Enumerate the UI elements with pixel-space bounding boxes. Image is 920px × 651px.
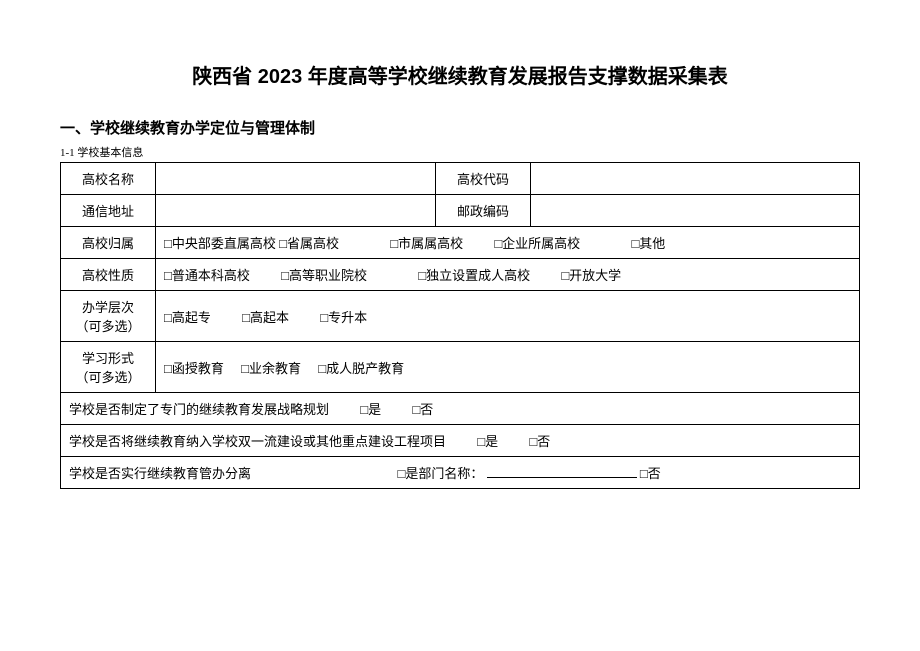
label-mode-l2: （可多选）: [69, 367, 147, 386]
opt-lvl-b[interactable]: □高起本: [242, 310, 289, 325]
opt-aff-a[interactable]: □中央部委直属高校: [164, 236, 276, 251]
opts-affiliation[interactable]: □中央部委直属高校 □省属高校 □市属属高校 □企业所属高校 □其他: [156, 227, 860, 259]
opt-aff-b[interactable]: □省属高校: [279, 236, 339, 251]
opt-mode-b[interactable]: □业余教育: [241, 361, 301, 376]
opt-aff-d[interactable]: □企业所属高校: [494, 236, 580, 251]
label-level-l1: 办学层次: [69, 297, 147, 316]
cell-q3[interactable]: 学校是否实行继续教育管办分离 □是部门名称： □否: [61, 457, 860, 489]
label-school-name: 高校名称: [61, 163, 156, 195]
q2-yes[interactable]: □是: [477, 434, 498, 449]
q3-no[interactable]: □否: [640, 466, 661, 481]
label-level-l2: （可多选）: [69, 316, 147, 335]
opt-lvl-a[interactable]: □高起专: [164, 310, 211, 325]
row-name-code: 高校名称 高校代码: [61, 163, 860, 195]
opts-mode[interactable]: □函授教育 □业余教育 □成人脱产教育: [156, 342, 860, 393]
page-title: 陕西省 2023 年度高等学校继续教育发展报告支撑数据采集表: [60, 60, 860, 89]
row-q2: 学校是否将继续教育纳入学校双一流建设或其他重点建设工程项目 □是 □否: [61, 425, 860, 457]
q3-dept-input[interactable]: [487, 465, 637, 478]
value-postcode[interactable]: [531, 195, 860, 227]
opts-level[interactable]: □高起专 □高起本 □专升本: [156, 291, 860, 342]
opt-nat-c[interactable]: □独立设置成人高校: [418, 268, 530, 283]
value-address[interactable]: [156, 195, 436, 227]
q2-text: 学校是否将继续教育纳入学校双一流建设或其他重点建设工程项目: [69, 434, 446, 449]
q3-yes[interactable]: □是部门名称：: [398, 466, 484, 481]
row-level: 办学层次 （可多选） □高起专 □高起本 □专升本: [61, 291, 860, 342]
form-table: 高校名称 高校代码 通信地址 邮政编码 高校归属 □中央部委直属高校 □省属高校…: [60, 162, 860, 489]
label-address: 通信地址: [61, 195, 156, 227]
row-q3: 学校是否实行继续教育管办分离 □是部门名称： □否: [61, 457, 860, 489]
q3-text: 学校是否实行继续教育管办分离: [69, 466, 251, 481]
opt-aff-c[interactable]: □市属属高校: [390, 236, 463, 251]
label-level: 办学层次 （可多选）: [61, 291, 156, 342]
section-heading: 一、学校继续教育办学定位与管理体制: [60, 117, 860, 138]
opt-mode-a[interactable]: □函授教育: [164, 361, 224, 376]
q1-yes[interactable]: □是: [360, 402, 381, 417]
row-nature: 高校性质 □普通本科高校 □高等职业院校 □独立设置成人高校 □开放大学: [61, 259, 860, 291]
label-postcode: 邮政编码: [436, 195, 531, 227]
label-mode-l1: 学习形式: [69, 348, 147, 367]
cell-q2[interactable]: 学校是否将继续教育纳入学校双一流建设或其他重点建设工程项目 □是 □否: [61, 425, 860, 457]
opts-nature[interactable]: □普通本科高校 □高等职业院校 □独立设置成人高校 □开放大学: [156, 259, 860, 291]
opt-nat-d[interactable]: □开放大学: [561, 268, 621, 283]
opt-nat-b[interactable]: □高等职业院校: [281, 268, 367, 283]
label-mode: 学习形式 （可多选）: [61, 342, 156, 393]
row-affiliation: 高校归属 □中央部委直属高校 □省属高校 □市属属高校 □企业所属高校 □其他: [61, 227, 860, 259]
opt-mode-c[interactable]: □成人脱产教育: [318, 361, 404, 376]
cell-q1[interactable]: 学校是否制定了专门的继续教育发展战略规划 □是 □否: [61, 393, 860, 425]
q1-no[interactable]: □否: [412, 402, 433, 417]
q2-no[interactable]: □否: [529, 434, 550, 449]
label-affiliation: 高校归属: [61, 227, 156, 259]
value-school-code[interactable]: [531, 163, 860, 195]
value-school-name[interactable]: [156, 163, 436, 195]
opt-lvl-c[interactable]: □专升本: [320, 310, 367, 325]
sub-heading: 1-1 学校基本信息: [60, 144, 860, 160]
label-nature: 高校性质: [61, 259, 156, 291]
opt-aff-e[interactable]: □其他: [631, 236, 665, 251]
row-address-postcode: 通信地址 邮政编码: [61, 195, 860, 227]
row-mode: 学习形式 （可多选） □函授教育 □业余教育 □成人脱产教育: [61, 342, 860, 393]
q1-text: 学校是否制定了专门的继续教育发展战略规划: [69, 402, 329, 417]
label-school-code: 高校代码: [436, 163, 531, 195]
opt-nat-a[interactable]: □普通本科高校: [164, 268, 250, 283]
row-q1: 学校是否制定了专门的继续教育发展战略规划 □是 □否: [61, 393, 860, 425]
